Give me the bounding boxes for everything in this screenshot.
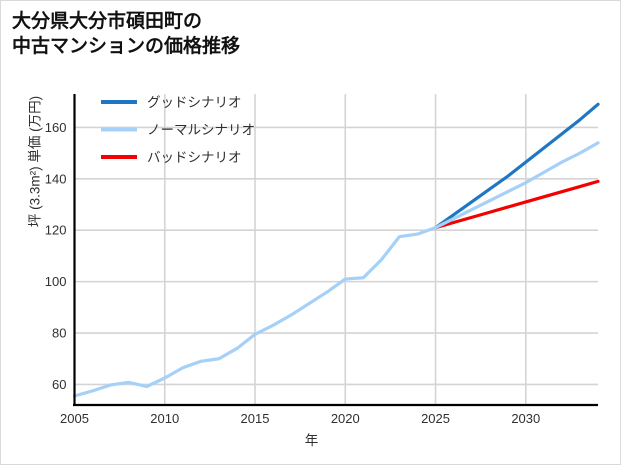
series-line <box>433 179 600 230</box>
x-tick-label: 2020 <box>331 411 360 426</box>
series-line <box>433 102 600 230</box>
x-tick-label: 2010 <box>150 411 179 426</box>
x-tick-label: 2025 <box>421 411 450 426</box>
x-tick-label: 2015 <box>241 411 270 426</box>
page-title: 大分県大分市碩田町の 中古マンションの価格推移 <box>12 11 241 58</box>
legend-label: バッドシナリオ <box>147 150 242 165</box>
y-tick-label: 60 <box>52 377 66 392</box>
y-tick-label: 100 <box>45 274 67 289</box>
x-tick-label: 2005 <box>60 411 89 426</box>
y-tick-label: 160 <box>45 120 67 135</box>
series-line <box>72 141 600 398</box>
x-axis-label: 年 <box>304 433 319 448</box>
gridlines <box>73 94 598 405</box>
data-series-group <box>72 102 600 398</box>
legend-label: グッドシナリオ <box>147 95 242 110</box>
y-axis-ticks: 60 80 100 120 140 160 <box>45 120 67 392</box>
legend-label: ノーマルシナリオ <box>147 123 255 138</box>
y-tick-label: 120 <box>45 223 67 238</box>
y-tick-label: 80 <box>52 326 66 341</box>
y-tick-label: 140 <box>45 171 67 186</box>
x-axis-ticks: 2005 2010 2015 2020 2025 2030 <box>60 411 540 426</box>
x-tick-label: 2030 <box>511 411 540 426</box>
